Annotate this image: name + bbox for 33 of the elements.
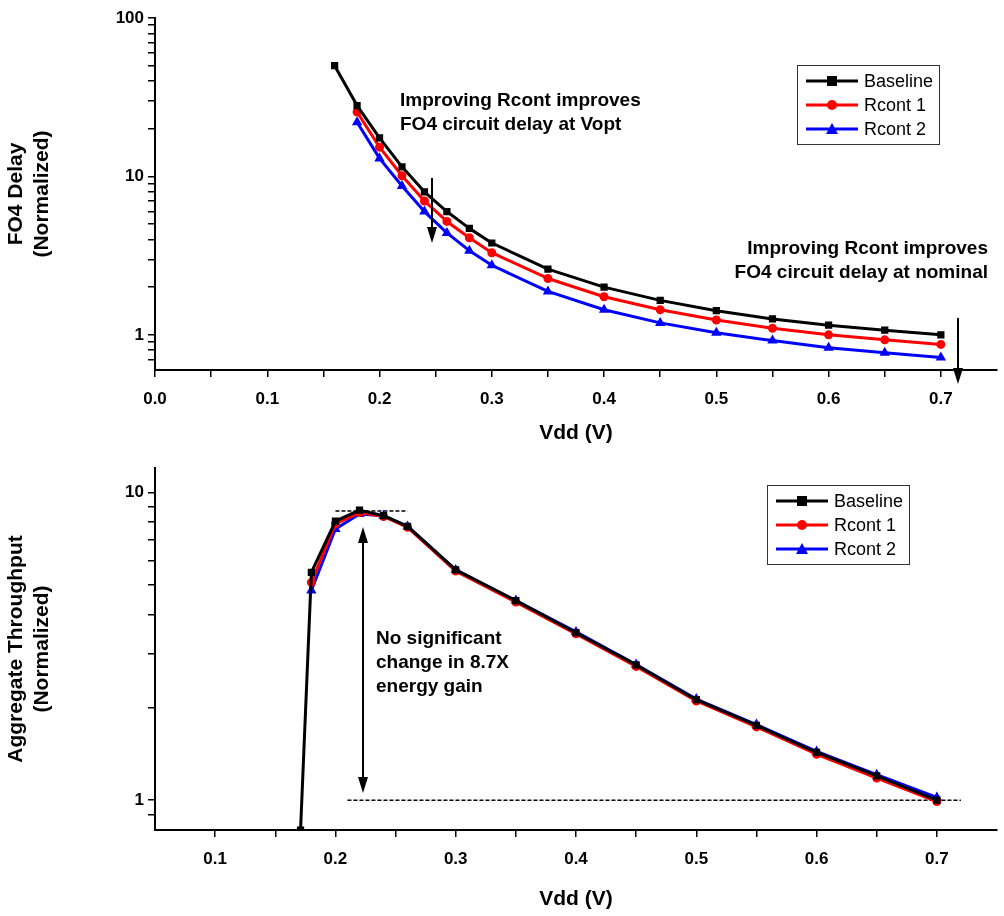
x-tick-label: 0.4 xyxy=(564,848,589,868)
x-tick-label: 0.1 xyxy=(255,388,280,408)
x-tick-label: 0.5 xyxy=(684,848,709,868)
y-tick-label: 10 xyxy=(125,166,144,186)
legend-label: Rcont 1 xyxy=(863,94,926,116)
legend-label: Baseline xyxy=(863,70,933,92)
legend-label: Rcont 2 xyxy=(863,118,926,140)
y-tick-label: 1 xyxy=(134,789,144,809)
y-axis-title: FO4 Delay (Normalized) xyxy=(3,130,52,258)
legend-label: Baseline xyxy=(833,490,903,512)
y-axis-title: Aggregate Throughput (Normalized) xyxy=(3,535,52,763)
annotation: Improving Rcont improves FO4 circuit delay at Vopt xyxy=(400,88,641,136)
x-axis-title: Vdd (V) xyxy=(539,886,613,910)
legend-label: Rcont 2 xyxy=(833,538,896,560)
x-tick-label: 0.7 xyxy=(929,388,953,408)
x-tick-label: 0.3 xyxy=(443,848,468,868)
x-tick-label: 0.4 xyxy=(592,388,617,408)
x-tick-label: 0.2 xyxy=(323,848,348,868)
y-tick-label: 10 xyxy=(125,482,144,502)
legend-label: Rcont 1 xyxy=(833,514,896,536)
y-tick-label: 1 xyxy=(134,324,144,344)
annotation: Improving Rcont improves FO4 circuit delay at nominal xyxy=(734,236,988,284)
x-axis-title: Vdd (V) xyxy=(539,420,613,444)
x-tick-label: 0.3 xyxy=(479,388,504,408)
x-tick-label: 0.1 xyxy=(203,848,227,868)
x-tick-label: 0.5 xyxy=(704,388,729,408)
x-tick-label: 0.0 xyxy=(143,388,167,408)
x-tick-label: 0.6 xyxy=(816,388,841,408)
x-tick-label: 0.2 xyxy=(367,388,392,408)
x-tick-label: 0.7 xyxy=(925,848,949,868)
x-tick-label: 0.6 xyxy=(804,848,829,868)
annotation: No significant change in 8.7X energy gain xyxy=(376,626,510,698)
y-tick-label: 100 xyxy=(115,7,144,27)
